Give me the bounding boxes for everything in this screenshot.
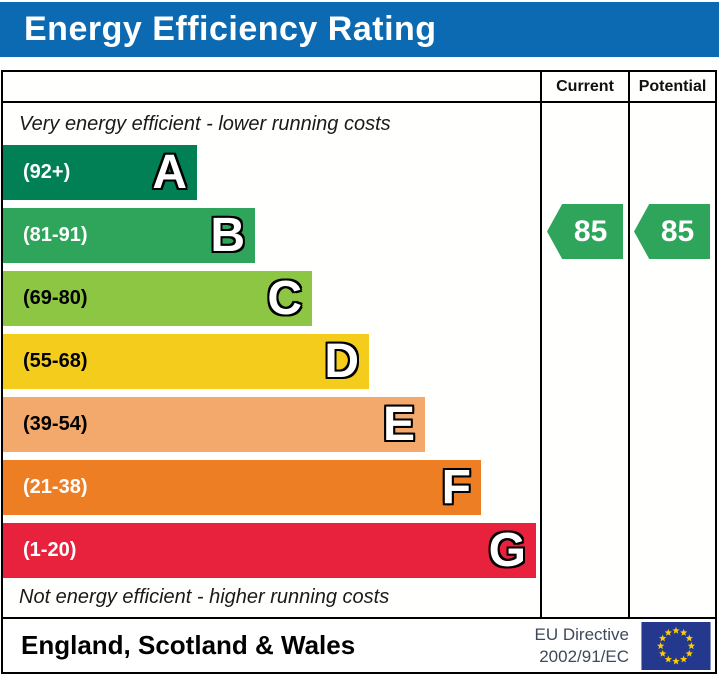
footer: England, Scotland & Wales EU Directive 2… bbox=[1, 619, 717, 674]
band-range-label: (92+) bbox=[23, 161, 71, 183]
current-rating-cell: 85 bbox=[540, 103, 628, 617]
band-g: (1-20) G bbox=[3, 523, 536, 578]
current-rating-arrow: 85 bbox=[547, 204, 623, 259]
band-b: (81-91) B bbox=[3, 208, 255, 263]
potential-rating-value: 85 bbox=[660, 214, 695, 248]
band-range-label: (81-91) bbox=[23, 224, 88, 246]
rating-table: Current Potential Very energy efficient … bbox=[1, 70, 717, 619]
bottom-note: Not energy efficient - higher running co… bbox=[19, 586, 390, 608]
page-title: Energy Efficiency Rating bbox=[24, 10, 437, 48]
band-letter: E bbox=[382, 397, 415, 451]
column-header-current: Current bbox=[540, 72, 628, 103]
band-letter: C bbox=[267, 271, 302, 325]
band-letter: B bbox=[210, 208, 245, 262]
band-range-label: (69-80) bbox=[23, 287, 88, 309]
potential-rating-arrow: 85 bbox=[634, 204, 710, 259]
eu-directive-line1: EU Directive bbox=[534, 625, 629, 645]
band-letter: D bbox=[324, 334, 359, 388]
bands: (92+) A (81-91) B (69-80) C (55-68) D (39-54) E (2… bbox=[3, 145, 540, 578]
eu-directive-label: EU Directive 2002/91/EC bbox=[535, 624, 629, 667]
eu-flag-icon bbox=[641, 621, 711, 670]
column-header-potential: Potential bbox=[628, 72, 715, 103]
band-range-label: (55-68) bbox=[23, 350, 88, 372]
title-bar: Energy Efficiency Rating bbox=[0, 2, 719, 57]
band-f: (21-38) F bbox=[3, 460, 481, 515]
current-rating-value: 85 bbox=[573, 214, 608, 248]
region-label: England, Scotland & Wales bbox=[21, 630, 356, 660]
eu-directive-line2: 2002/91/EC bbox=[539, 646, 629, 666]
band-e: (39-54) E bbox=[3, 397, 425, 452]
band-c: (69-80) C bbox=[3, 271, 312, 326]
band-a: (92+) A bbox=[3, 145, 197, 200]
band-range-label: (1-20) bbox=[23, 539, 77, 561]
band-range-label: (39-54) bbox=[23, 413, 88, 435]
band-range-label: (21-38) bbox=[23, 476, 88, 498]
band-letter: G bbox=[488, 523, 526, 577]
header-spacer bbox=[3, 72, 540, 103]
band-d: (55-68) D bbox=[3, 334, 369, 389]
band-letter: A bbox=[152, 145, 187, 199]
band-chart-area: Very energy efficient - lower running co… bbox=[3, 103, 540, 617]
potential-rating-cell: 85 bbox=[628, 103, 715, 617]
top-note: Very energy efficient - lower running co… bbox=[19, 113, 391, 135]
band-letter: F bbox=[441, 460, 471, 514]
